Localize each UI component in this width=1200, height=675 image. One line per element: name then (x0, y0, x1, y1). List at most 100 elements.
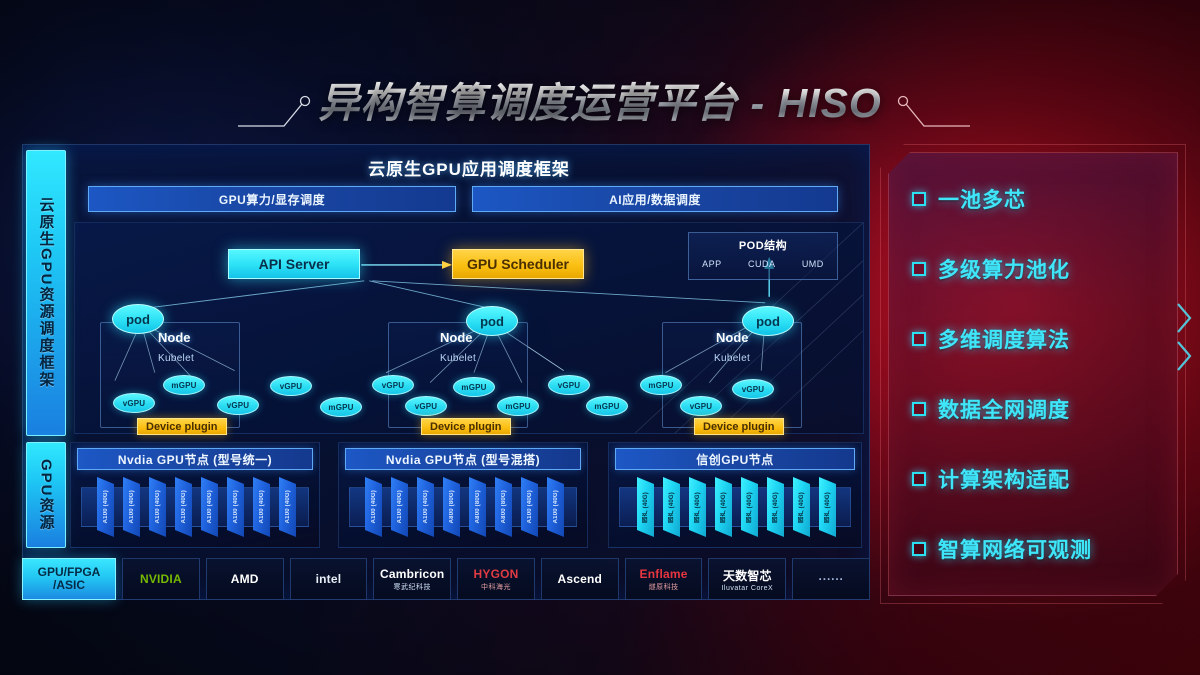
feature-item-label: 多维调度算法 (938, 329, 1070, 352)
logo-gpu-fpga-asic-line2: /ASIC (52, 578, 85, 592)
gpu-card[interactable]: A800 (80G) (443, 477, 460, 537)
node1-chip-mgpu-b[interactable]: mGPU (320, 397, 362, 417)
vendor-logo[interactable]: HYGON 中科海光 (457, 558, 535, 600)
pod-3[interactable]: pod (742, 306, 794, 336)
gpu-card[interactable]: 国产 (40G) (715, 477, 732, 537)
gpu-card-label: A100 (40G) (284, 490, 291, 524)
vendor-logo-name: HYGON (473, 566, 519, 581)
schedule-bar-ai-label: AI应用/数据调度 (609, 192, 701, 207)
node1-chip-vgpu-c-label: vGPU (279, 381, 303, 391)
gpu-card-label: 国产 (40G) (825, 491, 831, 523)
gpu-card[interactable]: A100 (40G) (227, 477, 244, 537)
feature-item[interactable]: 一池多芯 (912, 184, 1162, 214)
checkbox-icon (912, 472, 926, 486)
vendor-logo-sub: 寒武纪科技 (393, 583, 431, 591)
gpu-card-label: A800 (80G) (474, 490, 481, 524)
vendor-logo-name: 天数智芯 (722, 568, 772, 583)
gpu-card[interactable]: A100 (40G) (175, 477, 192, 537)
node2-chip-mgpu-c[interactable]: mGPU (586, 396, 628, 416)
node2-chip-mgpu-b-label: mGPU (505, 401, 531, 411)
gpu-card-label: A100 (40G) (128, 490, 135, 524)
vendor-logo[interactable]: ······ (792, 558, 871, 600)
node2-chip-vgpu-b[interactable]: vGPU (405, 396, 447, 416)
logo-gpu-fpga-asic-line1: GPU/FPGA (37, 564, 101, 579)
vendor-logo[interactable]: AMD (205, 558, 284, 600)
gpu-card[interactable]: A100 (40G) (201, 477, 218, 537)
feature-list: 一池多芯多级算力池化 多维调度算法数据全网调度 计算架构适配 智算网络可观测 (912, 176, 1162, 572)
gpu-card[interactable]: 国产 (40G) (741, 477, 758, 537)
node1-chip-vgpu-c[interactable]: vGPU (270, 376, 312, 396)
vendor-logo[interactable]: NVIDIA (122, 558, 200, 600)
vendor-logo-name: ······ (818, 572, 844, 586)
gpu-card[interactable]: A100 (40G) (149, 477, 166, 537)
vendor-logo[interactable]: Cambricon 寒武纪科技 (373, 558, 452, 600)
gpu-card-label: A100 (40G) (232, 490, 239, 524)
gpu-shelf-3 (619, 487, 851, 527)
logo-gpu-fpga-asic[interactable]: GPU/FPGA /ASIC (22, 558, 116, 600)
node1-chip-vgpu-b[interactable]: vGPU (217, 395, 259, 415)
node2-chip-vgpu-a[interactable]: vGPU (372, 375, 414, 395)
node-kubelet-3: Kubelet (714, 353, 751, 364)
checkbox-icon (912, 542, 926, 556)
checkbox-icon (912, 402, 926, 416)
schedule-bar-ai[interactable]: AI应用/数据调度 (472, 186, 838, 212)
pod-1[interactable]: pod (112, 304, 164, 334)
gpu-card-label: A100 (40G) (526, 490, 533, 524)
pod-structure-box: POD结构 APP CUDA UMD (688, 232, 838, 280)
pod-2[interactable]: pod (466, 306, 518, 336)
gpu-card[interactable]: 国产 (40G) (793, 477, 810, 537)
api-server-node[interactable]: API Server (228, 249, 360, 279)
gpu-card[interactable]: 国产 (40G) (819, 477, 836, 537)
node-kubelet-2: Kubelet (440, 353, 477, 364)
api-server-label: API Server (258, 256, 330, 272)
gpu-card[interactable]: A800 (80G) (469, 477, 486, 537)
node3-chip-vgpu-a[interactable]: vGPU (680, 396, 722, 416)
node1-chip-mgpu-a[interactable]: mGPU (163, 375, 205, 395)
title-left-decoration (236, 92, 312, 130)
gpu-shelf-2 (349, 487, 577, 527)
device-plugin-1[interactable]: Device plugin (137, 418, 227, 435)
vendor-logo[interactable]: 天数智芯 Iluvatar CoreX (708, 558, 787, 600)
node1-chip-mgpu-a-label: mGPU (171, 380, 197, 390)
device-plugin-2-label: Device plugin (430, 420, 502, 433)
gpu-card[interactable]: A100 (40G) (365, 477, 382, 537)
vtab-cloud-native[interactable]: 云原生GPU资源调度框架 (26, 150, 66, 436)
node-kubelet-1: Kubelet (158, 353, 195, 364)
node2-chip-mgpu-a[interactable]: mGPU (453, 377, 495, 397)
feature-item[interactable]: 智算网络可观测 (912, 534, 1162, 564)
feature-item[interactable]: 多级算力池化 (912, 254, 1162, 284)
vendor-logo[interactable]: Enflame 燧原科技 (624, 558, 703, 600)
node3-chip-vgpu-b[interactable]: vGPU (732, 379, 774, 399)
node-title-1: Node (158, 330, 191, 345)
gpu-card[interactable]: 国产 (40G) (767, 477, 784, 537)
schedule-bar-compute[interactable]: GPU算力/显存调度 (88, 186, 456, 212)
gpu-card[interactable]: A100 (40G) (253, 477, 270, 537)
gpu-card[interactable]: A100 (40G) (279, 477, 296, 537)
gpu-card[interactable]: A100 (40G) (123, 477, 140, 537)
device-plugin-3[interactable]: Device plugin (694, 418, 784, 435)
feature-item[interactable]: 多维调度算法 (912, 324, 1162, 354)
gpu-card[interactable]: 国产 (40G) (689, 477, 706, 537)
vtab-gpu-resource[interactable]: GPU资源 (26, 442, 66, 548)
feature-item[interactable]: 数据全网调度 (912, 394, 1162, 424)
gpu-card[interactable]: A100 (40G) (97, 477, 114, 537)
gpu-card[interactable]: A100 (40G) (521, 477, 538, 537)
node2-chip-vgpu-c[interactable]: vGPU (548, 375, 590, 395)
gpu-scheduler-node[interactable]: GPU Scheduler (452, 249, 584, 279)
device-plugin-2[interactable]: Device plugin (421, 418, 511, 435)
gpu-card[interactable]: A100 (40G) (417, 477, 434, 537)
vendor-logo[interactable]: intel (289, 558, 368, 600)
pod-1-label: pod (126, 311, 150, 327)
gpu-card[interactable]: 国产 (40G) (637, 477, 654, 537)
feature-item[interactable]: 计算架构适配 (912, 464, 1162, 494)
gpu-card[interactable]: A100 (40G) (547, 477, 564, 537)
gpu-card[interactable]: A100 (40G) (391, 477, 408, 537)
node2-chip-mgpu-b[interactable]: mGPU (497, 396, 539, 416)
node3-chip-mgpu-a[interactable]: mGPU (640, 375, 682, 395)
gpu-card[interactable]: 国产 (40G) (663, 477, 680, 537)
vendor-logo[interactable]: Ascend (540, 558, 619, 600)
node1-chip-vgpu-a[interactable]: vGPU (113, 393, 155, 413)
feature-item-label: 多级算力池化 (938, 259, 1070, 282)
node1-chip-mgpu-b-label: mGPU (328, 402, 354, 412)
gpu-card[interactable]: A800 (80G) (495, 477, 512, 537)
